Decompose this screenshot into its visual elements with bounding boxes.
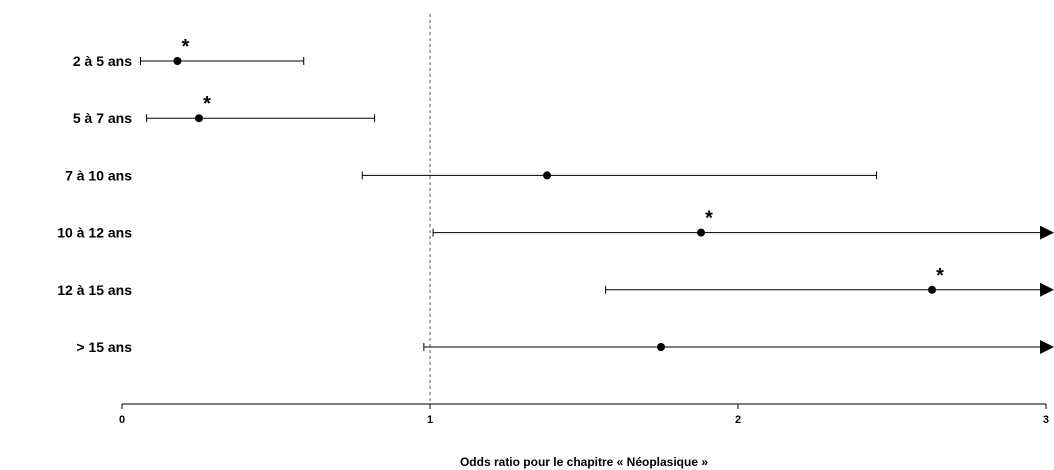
x-tick-label: 0 — [119, 414, 125, 426]
forest-row: 12 à 15 ans * — [57, 265, 1054, 298]
point-estimate — [697, 228, 706, 237]
x-axis: 0 1 2 3 — [119, 403, 1049, 426]
category-label: 5 à 7 ans — [73, 110, 132, 126]
x-axis-title: Odds ratio pour le chapitre « Néoplasiqu… — [460, 455, 708, 469]
rows-layer: 2 à 5 ans * 5 à 7 ans * 7 à 10 ans 10 à 12 an… — [57, 36, 1054, 355]
forest-row: 7 à 10 ans — [65, 167, 878, 183]
ci-truncation-arrow — [1040, 340, 1054, 354]
forest-row: 10 à 12 ans * — [57, 208, 1054, 241]
forest-row: 5 à 7 ans * — [73, 93, 376, 126]
significance-marker: * — [936, 265, 944, 287]
category-label: 7 à 10 ans — [65, 167, 132, 183]
x-tick-label: 3 — [1043, 414, 1049, 426]
point-estimate — [195, 114, 203, 123]
x-tick-label: 1 — [427, 414, 433, 426]
forest-row: > 15 ans — [76, 339, 1054, 355]
point-estimate — [657, 343, 665, 351]
point-estimate — [928, 285, 937, 294]
ci-truncation-arrow — [1040, 282, 1054, 297]
forest-row: 2 à 5 ans * — [73, 36, 305, 69]
point-estimate — [173, 57, 182, 65]
x-tick-label: 2 — [735, 414, 741, 426]
category-label: 10 à 12 ans — [57, 225, 132, 241]
ci-truncation-arrow — [1040, 225, 1054, 240]
category-label: 12 à 15 ans — [57, 282, 132, 298]
category-label: > 15 ans — [76, 339, 132, 355]
significance-marker: * — [705, 208, 713, 230]
significance-marker: * — [203, 93, 211, 115]
significance-marker: * — [182, 36, 190, 58]
point-estimate — [543, 171, 552, 180]
category-label: 2 à 5 ans — [73, 53, 132, 69]
